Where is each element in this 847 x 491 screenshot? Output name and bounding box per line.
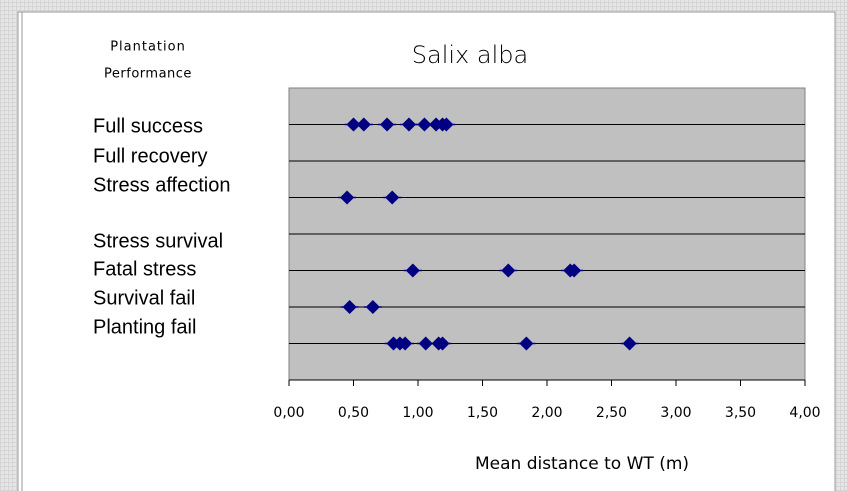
data-point bbox=[338, 190, 357, 205]
x-tick-label: 4,00 bbox=[789, 405, 820, 421]
category-label: Survival fail bbox=[93, 287, 195, 309]
x-tick-label: 2,00 bbox=[531, 405, 562, 421]
category-label: Planting fail bbox=[93, 316, 196, 338]
data-point bbox=[499, 263, 518, 278]
x-tick-label: 2,50 bbox=[596, 405, 627, 421]
data-point bbox=[403, 263, 422, 278]
x-tick-label: 0,50 bbox=[338, 405, 369, 421]
category-label: Full success bbox=[93, 115, 203, 137]
category-label: Full recovery bbox=[93, 145, 207, 167]
category-label: Fatal stress bbox=[93, 258, 196, 280]
data-point bbox=[383, 190, 402, 205]
data-point bbox=[396, 336, 415, 351]
x-tick-label: 0,00 bbox=[273, 405, 304, 421]
category-label: Stress survival bbox=[93, 230, 223, 252]
data-point bbox=[620, 336, 639, 351]
data-point bbox=[340, 299, 359, 315]
x-tick-label: 1,50 bbox=[467, 405, 498, 421]
data-point bbox=[363, 299, 382, 315]
chart-title: Salix alba bbox=[412, 41, 528, 69]
x-tick-label: 3,50 bbox=[725, 405, 756, 421]
data-point bbox=[378, 117, 397, 132]
x-axis-title: Mean distance to WT (m) bbox=[475, 454, 689, 474]
data-point bbox=[565, 263, 584, 278]
data-point bbox=[517, 336, 536, 351]
data-point bbox=[437, 117, 456, 132]
x-tick-label: 3,00 bbox=[660, 405, 691, 421]
x-tick-label: 1,00 bbox=[402, 405, 433, 421]
y-axis-title: Plantation bbox=[110, 40, 186, 55]
data-point bbox=[433, 336, 452, 351]
data-point bbox=[354, 117, 373, 132]
data-point bbox=[399, 117, 418, 132]
y-axis-title: Performance bbox=[104, 67, 192, 82]
category-label: Stress affection bbox=[93, 174, 230, 196]
